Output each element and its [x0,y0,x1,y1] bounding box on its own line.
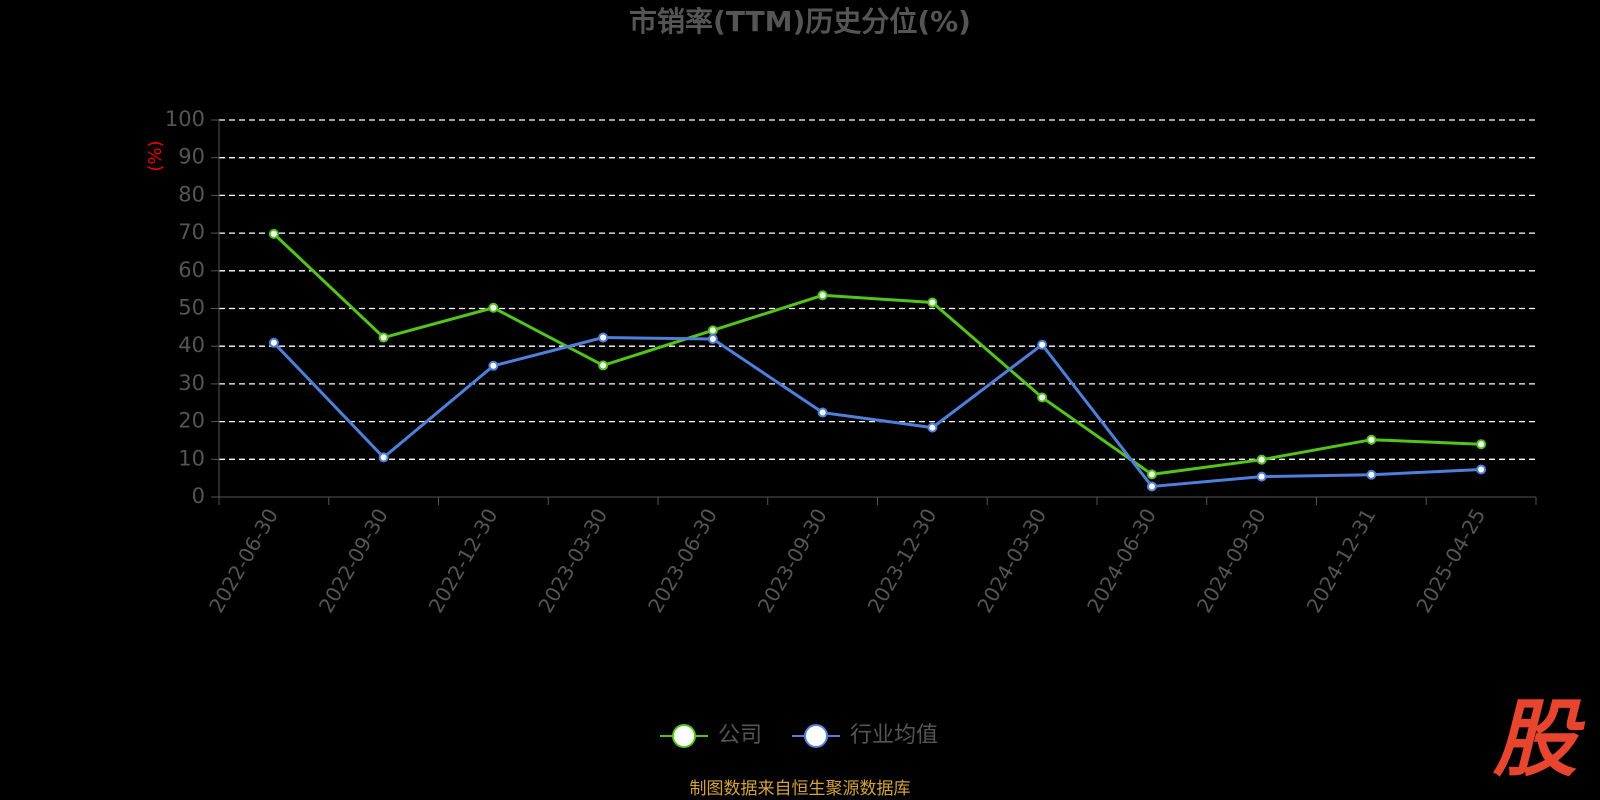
source-note: 制图数据来自恒生聚源数据库 [690,779,911,799]
y-tick-label: 70 [178,220,205,244]
data-point [488,302,499,313]
data-point [927,422,938,433]
data-point [268,337,279,348]
data-point [268,228,279,239]
y-tick-label: 90 [178,145,205,169]
y-tick-label: 50 [178,296,205,320]
y-tick-label: 100 [165,107,205,131]
data-point [1366,434,1377,445]
data-point [1256,454,1267,465]
watermark: 股 [1492,690,1586,788]
data-point [1146,481,1157,492]
legend-label: 公司 [718,723,762,748]
y-axis-label: (%) [145,140,166,171]
series-line [272,336,1482,489]
data-point [1037,392,1048,403]
data-point [1146,469,1157,480]
legend-marker [672,724,696,748]
data-point [1256,471,1267,482]
data-point [598,332,609,343]
y-tick-label: 30 [178,371,205,395]
data-point [488,360,499,371]
y-tick-label: 0 [192,484,205,508]
data-point [817,407,828,418]
legend-label: 行业均值 [850,723,938,748]
data-point [1366,469,1377,480]
data-point [378,332,389,343]
data-point [598,360,609,371]
y-tick-label: 40 [178,333,205,357]
chart-title: 市销率(TTM)历史分位(%) [629,5,971,38]
data-point [707,334,718,345]
series-line [272,232,1482,476]
data-point [1476,439,1487,450]
data-point [1037,339,1048,350]
y-tick-label: 80 [178,182,205,206]
data-point [1476,464,1487,475]
legend-marker [804,724,829,748]
y-tick-label: 60 [178,258,205,282]
data-point [378,452,389,463]
y-tick-label: 20 [178,409,205,433]
y-tick-label: 10 [178,446,205,470]
data-point [707,325,718,336]
data-point [817,290,828,301]
data-point [927,297,938,308]
